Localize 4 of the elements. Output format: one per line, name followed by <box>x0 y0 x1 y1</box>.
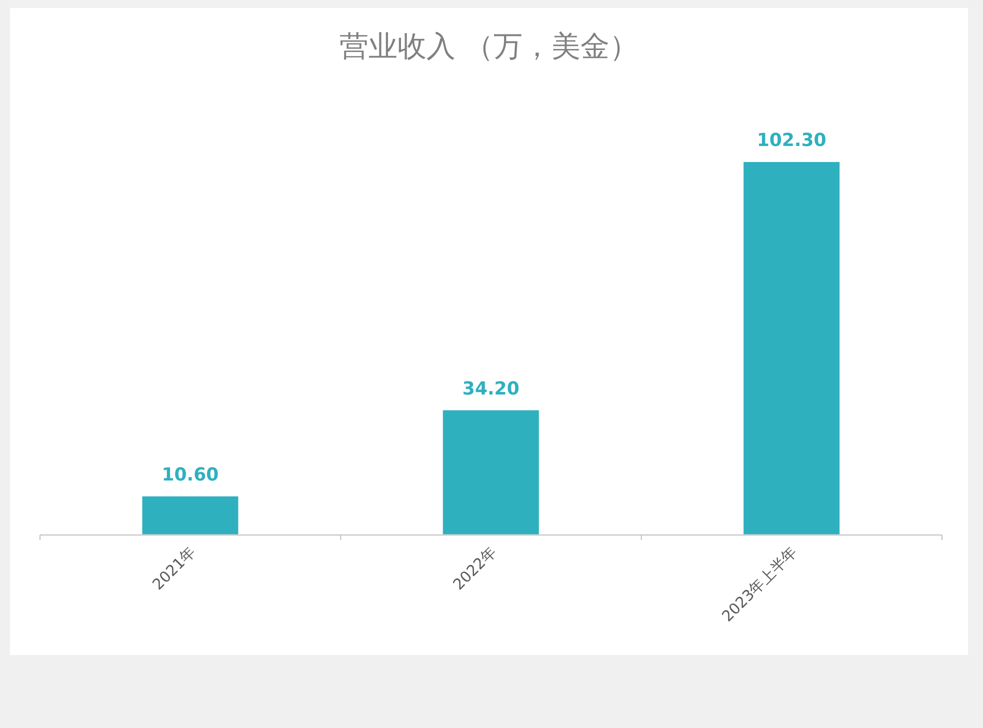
data-label: 10.60 <box>162 464 219 486</box>
data-label: 34.20 <box>462 378 520 400</box>
data-label: 102.30 <box>756 130 826 151</box>
chart-title: 营业收入 （万，美金） <box>338 29 640 63</box>
